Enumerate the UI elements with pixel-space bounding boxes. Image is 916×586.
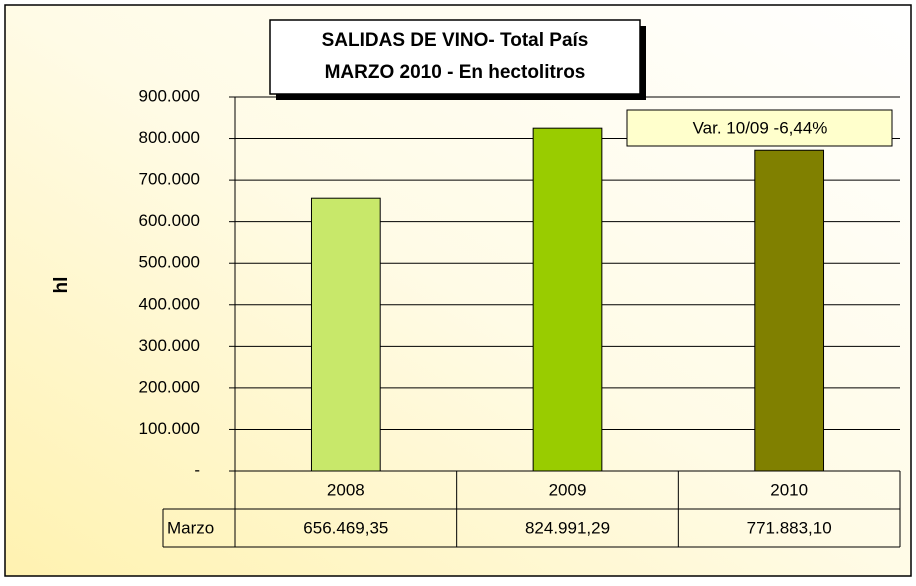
chart-title: SALIDAS DE VINO- Total País — [322, 30, 589, 51]
y-tick-label: 100.000 — [139, 419, 200, 438]
y-tick-label: - — [194, 460, 200, 479]
y-tick-label: 300.000 — [139, 336, 200, 355]
title-box — [269, 19, 641, 95]
bar — [310, 197, 381, 472]
plot-area: - 100.000 200.000 300.000 400.000 500.000 600.… — [139, 86, 901, 548]
series-name: Marzo — [167, 518, 214, 537]
y-tick-label: 800.000 — [139, 128, 200, 147]
chart-subtitle: MARZO 2010 - En hectolitros — [325, 62, 586, 83]
y-axis-label: hl — [51, 277, 72, 294]
annotation: Var. 10/09 -6,44% — [693, 118, 828, 137]
annotation-box — [626, 109, 893, 147]
bar — [532, 127, 603, 472]
data-label: 656.469,35 — [303, 518, 388, 537]
data-label: 771.883,10 — [747, 518, 832, 537]
bar — [754, 149, 825, 472]
y-tick-label: 400.000 — [139, 294, 200, 313]
y-tick-label: 900.000 — [139, 86, 200, 105]
y-tick-label: 600.000 — [139, 211, 200, 230]
x-tick-label: 2010 — [770, 480, 808, 499]
y-tick-label: 200.000 — [139, 377, 200, 396]
y-tick-label: 500.000 — [139, 253, 200, 272]
data-label: 824.991,29 — [525, 518, 610, 537]
x-tick-label: 2009 — [549, 480, 587, 499]
y-tick-label: 700.000 — [139, 170, 200, 189]
x-tick-label: 2008 — [327, 480, 365, 499]
